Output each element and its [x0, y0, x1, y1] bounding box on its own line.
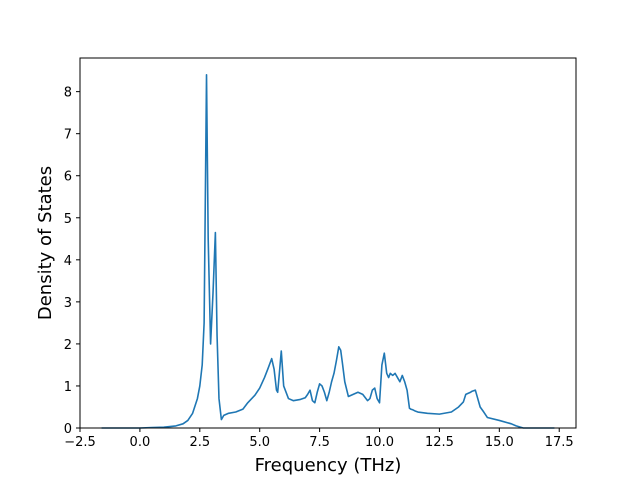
y-tick-label: 7 — [64, 128, 72, 143]
y-tick-label: 1 — [64, 380, 72, 395]
y-axis-label: Density of States — [35, 166, 56, 320]
y-tick-label: 0 — [64, 422, 72, 437]
y-tick-label: 5 — [64, 212, 72, 227]
y-tick-label: 3 — [64, 296, 72, 311]
y-tick-label: 8 — [64, 86, 72, 101]
x-tick-label: 10.0 — [365, 435, 394, 450]
plot-background — [80, 58, 576, 428]
x-tick-label: 0.0 — [130, 435, 151, 450]
x-tick-label: 15.0 — [485, 435, 514, 450]
dos-series-line — [101, 74, 555, 429]
x-tick-label: 17.5 — [545, 435, 574, 450]
x-tick-label: −2.5 — [64, 435, 96, 450]
plot-frame — [79, 57, 577, 429]
x-tick-label: 7.5 — [309, 435, 330, 450]
x-tick-label: 5.0 — [249, 435, 270, 450]
axis-ticks: −2.5 0.0 2.5 5.0 7.5 10.0 12.5 15.0 17.5 0 1 2 3 4 5 6 7… — [64, 86, 574, 450]
y-tick-label: 6 — [64, 170, 72, 185]
x-tick-label: 12.5 — [425, 435, 454, 450]
y-tick-label: 4 — [64, 254, 72, 269]
x-axis-label: Frequency (THz) — [255, 455, 402, 476]
y-tick-label: 2 — [64, 338, 72, 353]
x-tick-label: 2.5 — [189, 435, 210, 450]
